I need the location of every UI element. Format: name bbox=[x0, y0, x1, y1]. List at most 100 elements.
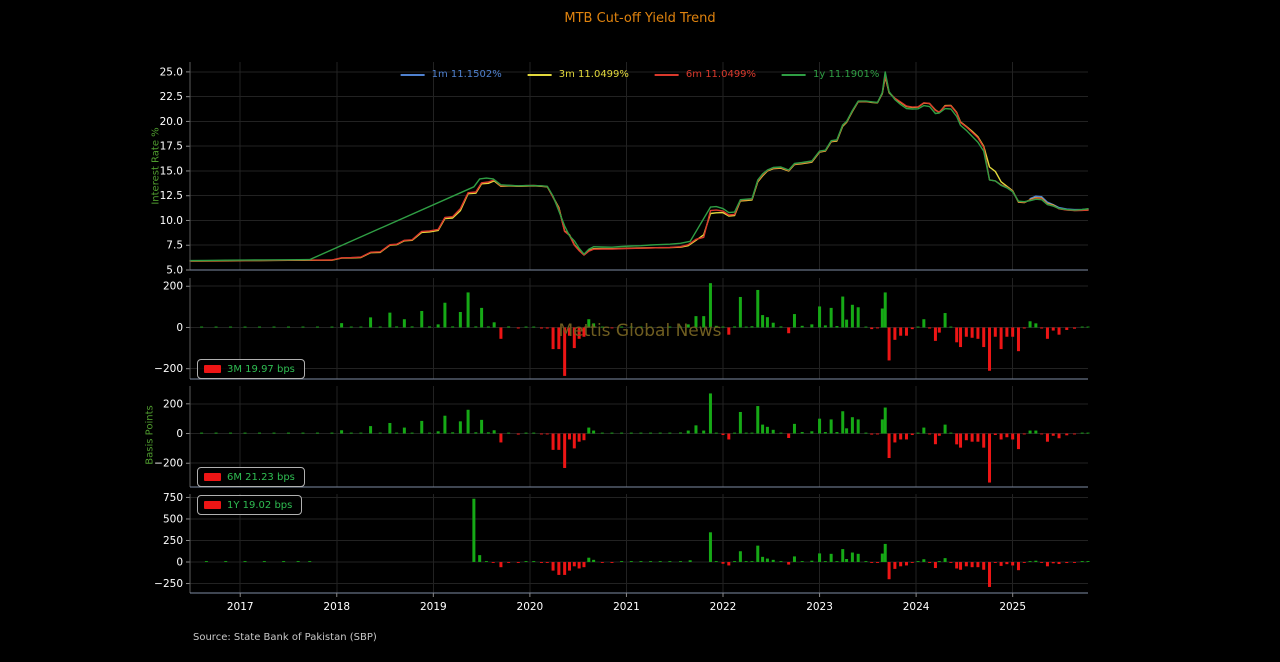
bar-up bbox=[340, 323, 344, 328]
bar-up bbox=[507, 432, 511, 434]
bar-up bbox=[258, 326, 262, 328]
x-tick-label: 2021 bbox=[613, 601, 640, 613]
bar-down bbox=[964, 562, 968, 567]
bar-down bbox=[970, 433, 974, 442]
bar-up bbox=[800, 432, 804, 434]
bar-down bbox=[933, 562, 937, 569]
bar-down bbox=[610, 327, 614, 329]
bar-down bbox=[567, 327, 571, 336]
bar-down bbox=[937, 327, 941, 333]
bar-down bbox=[982, 433, 986, 448]
bar-up bbox=[829, 419, 833, 434]
bar-up bbox=[436, 324, 440, 328]
bar-up bbox=[1080, 326, 1084, 328]
bar-down bbox=[557, 562, 561, 575]
bar-up bbox=[592, 323, 596, 328]
legend-item-6m: 6m 11.0499% bbox=[654, 69, 756, 80]
y-tick-label: 0 bbox=[176, 322, 183, 334]
bar-down bbox=[1016, 433, 1020, 450]
bar-up bbox=[1086, 561, 1090, 563]
legend-label: 3m 11.0499% bbox=[558, 69, 629, 80]
bar-up bbox=[359, 432, 363, 434]
bar-up bbox=[792, 556, 796, 563]
y-tick-label: −200 bbox=[154, 458, 183, 470]
bar-up bbox=[761, 424, 765, 434]
bar-up bbox=[738, 551, 742, 563]
bar-up bbox=[486, 326, 490, 328]
bar-down bbox=[563, 562, 567, 575]
bar-down bbox=[999, 327, 1003, 350]
bar-up bbox=[880, 308, 884, 328]
yield-legend: 1m 11.1502% 3m 11.0499% 6m 11.0499% 1y 11.1… bbox=[400, 69, 879, 80]
bar-up bbox=[658, 561, 662, 563]
legend-item-1m: 1m 11.1502% bbox=[400, 69, 502, 80]
bar-down bbox=[959, 433, 963, 448]
bar-up bbox=[600, 432, 604, 434]
bar-up bbox=[668, 432, 672, 434]
bar-up bbox=[480, 307, 484, 328]
bar-down bbox=[499, 327, 503, 339]
bar-down bbox=[982, 327, 986, 348]
bar-up bbox=[629, 561, 633, 563]
bar-down bbox=[899, 327, 903, 336]
bar-down bbox=[539, 433, 543, 435]
bar-up bbox=[478, 555, 482, 563]
bar-down bbox=[1011, 562, 1015, 566]
bar-up bbox=[771, 429, 775, 434]
bar-down bbox=[899, 562, 903, 567]
bar-up bbox=[916, 561, 920, 563]
bar-up bbox=[845, 558, 849, 563]
bar-down bbox=[1065, 562, 1069, 564]
bar-down bbox=[539, 562, 543, 563]
y-tick-label: 750 bbox=[163, 492, 183, 504]
y-axis-label-interest-rate: Interest Rate % bbox=[150, 127, 162, 205]
bar-up bbox=[765, 426, 769, 434]
bar-up bbox=[738, 411, 742, 434]
bar-down bbox=[721, 433, 725, 436]
bar-up bbox=[402, 427, 406, 434]
x-tick-label: 2024 bbox=[903, 601, 930, 613]
bar-up bbox=[395, 326, 399, 328]
bar-down bbox=[959, 562, 963, 570]
bar-up bbox=[1028, 430, 1032, 434]
legend-label: 1m 11.1502% bbox=[431, 69, 502, 80]
bar-up bbox=[359, 326, 363, 328]
bar-down bbox=[964, 327, 968, 337]
legend-6m-label: 6M 21.23 bps bbox=[227, 471, 295, 483]
y-tick-label: 500 bbox=[163, 513, 183, 525]
bar-down bbox=[1045, 433, 1049, 442]
bar-down bbox=[1040, 327, 1044, 329]
bar-up bbox=[258, 432, 262, 434]
bar-down bbox=[1005, 562, 1009, 565]
bar-up bbox=[845, 319, 849, 328]
bar-up bbox=[829, 307, 833, 328]
bar-down bbox=[582, 433, 586, 441]
bar-down bbox=[787, 433, 791, 438]
bar-up bbox=[761, 315, 765, 328]
bar-up bbox=[458, 312, 462, 328]
bar-down bbox=[572, 327, 576, 349]
bar-down bbox=[910, 562, 914, 563]
bar-up bbox=[272, 326, 276, 328]
bar-up bbox=[733, 432, 737, 434]
bar-up bbox=[818, 553, 822, 563]
bar-down bbox=[899, 433, 903, 440]
bar-up bbox=[949, 432, 953, 434]
bar-up bbox=[810, 324, 814, 328]
bar-up bbox=[649, 432, 653, 434]
bar-down bbox=[1022, 562, 1026, 563]
bar-up bbox=[856, 419, 860, 434]
bar-up bbox=[330, 326, 334, 328]
bar-down bbox=[955, 562, 959, 569]
red-swatch-icon bbox=[204, 473, 221, 481]
bar-down bbox=[976, 562, 980, 568]
bar-up bbox=[436, 431, 440, 434]
bar-up bbox=[694, 425, 698, 434]
bar-up bbox=[949, 326, 953, 328]
x-tick-label: 2019 bbox=[420, 601, 447, 613]
bar-up bbox=[1034, 430, 1038, 434]
bar-down bbox=[870, 327, 874, 330]
bar-up bbox=[823, 432, 827, 434]
bar-up bbox=[587, 319, 591, 328]
bar-up bbox=[864, 432, 868, 434]
